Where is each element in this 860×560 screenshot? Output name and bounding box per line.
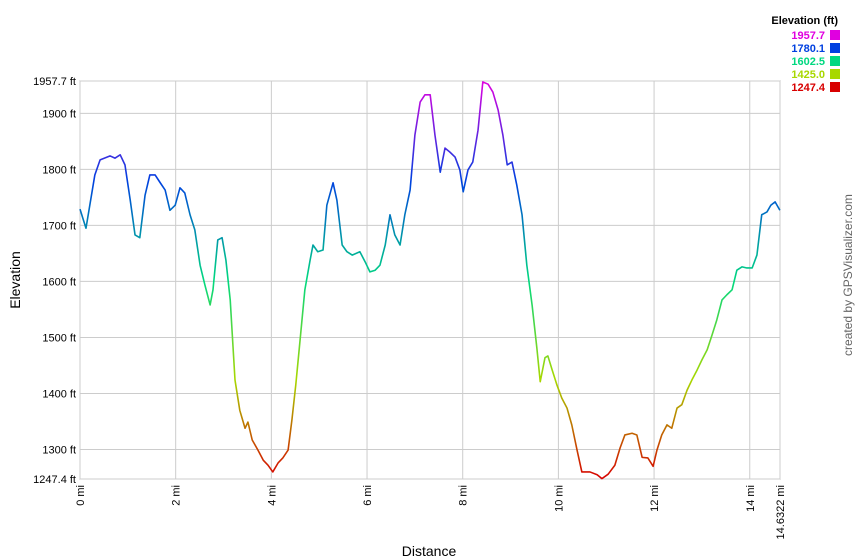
- y-tick-label: 1247.4 ft: [33, 474, 76, 486]
- credit: created by GPSVisualizer.com: [841, 194, 855, 356]
- x-tick-label: 4 mi: [266, 485, 278, 506]
- legend-title: Elevation (ft): [771, 15, 838, 27]
- legend-swatch: [830, 56, 840, 66]
- y-tick-label: 1500 ft: [42, 332, 76, 344]
- legend-label: 1602.5: [791, 56, 825, 68]
- y-tick-label: 1400 ft: [42, 388, 76, 400]
- y-tick-label: 1700 ft: [42, 220, 76, 232]
- x-tick-label: 8 mi: [458, 485, 470, 506]
- legend-swatch: [830, 30, 840, 40]
- legend-label: 1247.4: [791, 82, 826, 94]
- x-tick-label: 14.6322 mi: [775, 485, 787, 539]
- x-tick-label: 6 mi: [362, 485, 374, 506]
- x-tick-label: 14 mi: [745, 485, 757, 512]
- x-tick-label: 0 mi: [75, 485, 87, 506]
- y-axis-label: Elevation: [7, 251, 23, 309]
- y-tick-label: 1900 ft: [42, 108, 76, 120]
- x-tick-label: 12 mi: [649, 485, 661, 512]
- elevation-line: [79, 81, 781, 480]
- y-tick-label: 1600 ft: [42, 276, 76, 288]
- y-tick-label: 1300 ft: [42, 445, 76, 457]
- y-tick-label: 1800 ft: [42, 164, 76, 176]
- y-tick-label: 1957.7 ft: [33, 76, 76, 88]
- x-tick-label: 2 mi: [171, 485, 183, 506]
- plot-area: [79, 80, 781, 480]
- legend-label: 1780.1: [791, 43, 825, 55]
- legend-swatch: [830, 82, 840, 92]
- legend-label: 1425.0: [791, 69, 825, 81]
- legend-swatch: [830, 43, 840, 53]
- x-tick-label: 10 mi: [553, 485, 565, 512]
- x-axis-label: Distance: [402, 543, 457, 559]
- legend-label: 1957.7: [791, 30, 825, 42]
- legend-swatch: [830, 69, 840, 79]
